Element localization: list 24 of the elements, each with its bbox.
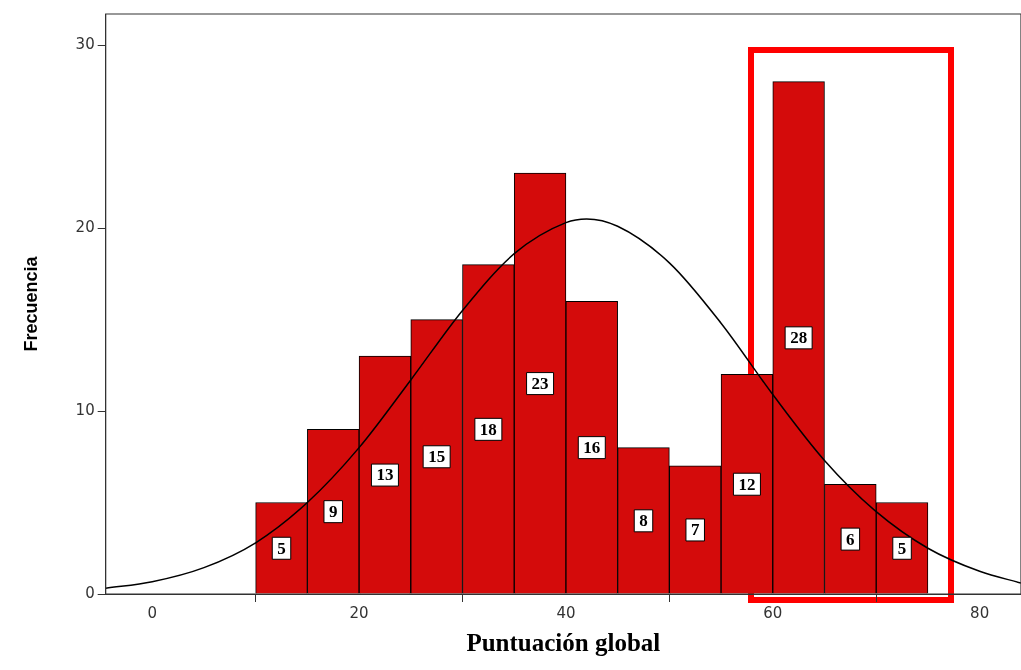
- data-label: 5: [897, 538, 907, 558]
- x-tick-label: 80: [970, 603, 990, 622]
- data-label: 28: [790, 328, 808, 348]
- data-label: 6: [846, 529, 855, 549]
- x-axis-title: Puntuación global: [466, 629, 661, 657]
- data-label: 12: [738, 474, 756, 494]
- data-label: 13: [376, 465, 394, 485]
- data-label: 16: [583, 438, 601, 458]
- data-label: 18: [479, 419, 497, 439]
- x-tick-label: 0: [147, 603, 157, 622]
- data-label: 23: [531, 373, 549, 393]
- data-label: 5: [277, 538, 286, 558]
- y-tick-label: 0: [85, 583, 95, 602]
- x-tick-label: 60: [763, 603, 783, 622]
- y-tick-label: 10: [75, 400, 95, 419]
- y-tick-label: 30: [75, 34, 95, 53]
- y-tick-label: 20: [75, 217, 95, 236]
- data-label: 15: [428, 447, 446, 467]
- x-tick-label: 40: [556, 603, 576, 622]
- data-label: 9: [328, 502, 338, 522]
- data-label: 7: [690, 520, 700, 540]
- x-tick-label: 20: [349, 603, 369, 622]
- y-axis-title: Frecuencia: [20, 255, 41, 352]
- data-label: 8: [639, 511, 648, 531]
